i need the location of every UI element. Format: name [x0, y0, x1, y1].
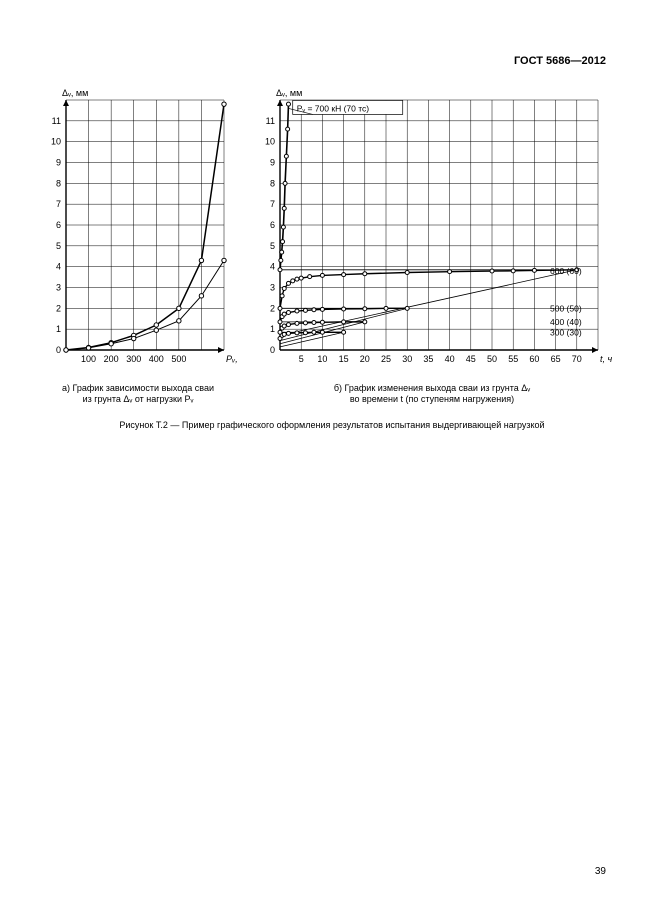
svg-text:3: 3 [56, 283, 61, 293]
chart-a: 1 2 3 4 5 6 7 8 9 10 11 0 100 200 300 400 500 Δᵥ, мм Pᵥ, к… [38, 84, 238, 374]
figure-caption: Рисунок Т.2 — Пример графического оформл… [38, 420, 626, 430]
svg-text:100: 100 [81, 354, 96, 364]
svg-text:6: 6 [270, 220, 275, 230]
svg-text:11: 11 [266, 116, 275, 126]
svg-text:0: 0 [56, 345, 61, 355]
svg-text:7: 7 [56, 199, 61, 209]
chart-a-caption-l1: а) График зависимости выхода сваи [62, 383, 214, 393]
svg-text:10: 10 [317, 354, 327, 364]
svg-text:45: 45 [466, 354, 476, 364]
svg-text:Δᵥ, мм: Δᵥ, мм [62, 88, 88, 98]
svg-text:500: 500 [171, 354, 186, 364]
svg-text:55: 55 [508, 354, 518, 364]
svg-text:70: 70 [572, 354, 582, 364]
svg-text:300: 300 [126, 354, 141, 364]
svg-text:3: 3 [270, 283, 275, 293]
svg-text:7: 7 [270, 199, 275, 209]
document-header: ГОСТ 5686—2012 [514, 55, 606, 67]
chart-b-caption-l1: б) График изменения выхода сваи из грунт… [334, 383, 530, 393]
svg-text:Δᵥ, мм: Δᵥ, мм [276, 88, 302, 98]
svg-text:15: 15 [339, 354, 349, 364]
svg-text:8: 8 [56, 178, 61, 188]
svg-text:5: 5 [56, 241, 61, 251]
svg-text:5: 5 [299, 354, 304, 364]
svg-text:Pᵥ = 700 кН (70 тс): Pᵥ = 700 кН (70 тс) [297, 103, 370, 113]
svg-text:5: 5 [270, 241, 275, 251]
svg-text:400: 400 [149, 354, 164, 364]
chart-a-caption-l2: из грунта Δᵥ от нагрузки Pᵥ [83, 394, 194, 404]
svg-text:10: 10 [265, 137, 275, 147]
svg-text:0: 0 [270, 345, 275, 355]
svg-text:Pᵥ, кН: Pᵥ, кН [226, 354, 238, 364]
chart-b-caption-l2: во времени t (по ступеням нагружения) [350, 394, 514, 404]
chart-a-caption: а) График зависимости выхода сваи из гру… [38, 383, 238, 406]
chart-b: 1234567891011051015202530354045505560657… [252, 84, 612, 374]
svg-text:2: 2 [56, 303, 61, 313]
svg-text:30: 30 [402, 354, 412, 364]
svg-text:t, ч: t, ч [600, 354, 612, 364]
svg-text:20: 20 [360, 354, 370, 364]
svg-text:600 (60): 600 (60) [550, 266, 582, 276]
svg-text:60: 60 [529, 354, 539, 364]
chart-a-wrap: 1 2 3 4 5 6 7 8 9 10 11 0 100 200 300 400 500 Δᵥ, мм Pᵥ, к… [38, 84, 238, 406]
svg-text:9: 9 [56, 158, 61, 168]
page-number: 39 [595, 866, 606, 877]
svg-text:4: 4 [270, 262, 275, 272]
svg-text:10: 10 [51, 137, 61, 147]
figure-area: 12345678910110100200300400500Δᵥ, ммPᵥ, к… [38, 84, 626, 430]
chart-b-caption: б) График изменения выхода сваи из грунт… [252, 383, 612, 406]
svg-text:40: 40 [445, 354, 455, 364]
svg-text:1: 1 [56, 324, 61, 334]
svg-text:200: 200 [104, 354, 119, 364]
svg-text:65: 65 [551, 354, 561, 364]
svg-text:11: 11 [52, 116, 61, 126]
svg-text:35: 35 [423, 354, 433, 364]
svg-text:500 (50): 500 (50) [550, 303, 582, 313]
svg-text:4: 4 [56, 262, 61, 272]
svg-text:1: 1 [270, 324, 275, 334]
svg-text:6: 6 [56, 220, 61, 230]
svg-text:50: 50 [487, 354, 497, 364]
svg-text:9: 9 [270, 158, 275, 168]
svg-text:8: 8 [270, 178, 275, 188]
svg-text:25: 25 [381, 354, 391, 364]
svg-text:300 (30): 300 (30) [550, 327, 582, 337]
svg-text:2: 2 [270, 303, 275, 313]
svg-text:400 (40): 400 (40) [550, 317, 582, 327]
chart-b-wrap: 1234567891011051015202530354045505560657… [252, 84, 612, 406]
